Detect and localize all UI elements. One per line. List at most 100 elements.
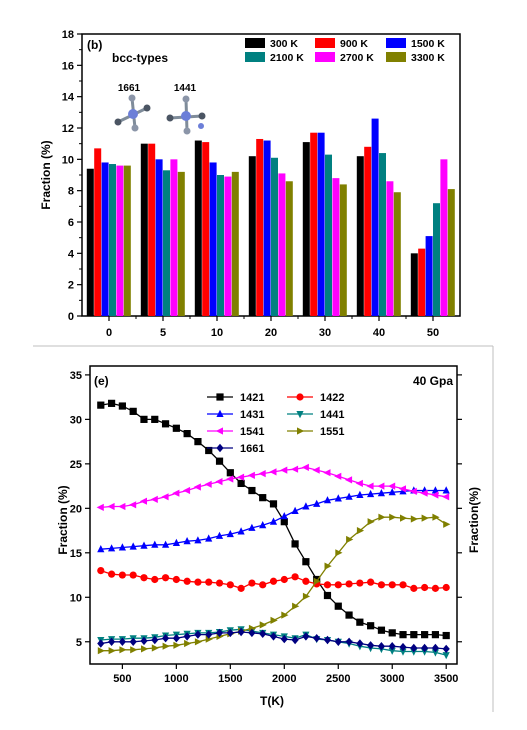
line-point-1551 xyxy=(119,646,127,654)
bar-30-2100K xyxy=(325,154,332,316)
bar-x-tick-label: 10 xyxy=(211,327,223,339)
line-legend-label: 1422 xyxy=(320,392,344,404)
line-point-1551 xyxy=(281,611,289,619)
line-point-1421 xyxy=(97,401,105,409)
bar-0-1500K xyxy=(101,162,109,316)
line-series-group xyxy=(96,399,451,660)
line-point-1541 xyxy=(280,466,288,474)
line-point-1541 xyxy=(366,482,374,490)
line-series-1441 xyxy=(97,626,450,660)
bar-40-3300K xyxy=(393,192,401,316)
line-point-1421 xyxy=(183,430,191,438)
line-point-1661 xyxy=(151,635,159,645)
line-point-1541 xyxy=(139,497,147,505)
line-point-1551 xyxy=(97,647,105,655)
line-y-axis: 5 10 15 20 25 30 35 xyxy=(70,370,462,649)
line-y-tick-label: 25 xyxy=(70,459,82,471)
line-point-1422 xyxy=(215,579,224,587)
line-point-1661 xyxy=(140,636,148,646)
line-point-1422 xyxy=(107,570,116,578)
bar-50-900K xyxy=(418,248,426,316)
line-point-1431 xyxy=(388,488,396,496)
line-point-1551 xyxy=(443,520,451,528)
line-point-1431 xyxy=(194,536,202,544)
bar-legend-label: 900 K xyxy=(340,38,368,50)
bar-30-1500K xyxy=(317,132,325,316)
line-point-1422 xyxy=(280,575,288,584)
line-point-1541 xyxy=(96,503,104,511)
line-point-1421 xyxy=(172,424,180,432)
line-point-1551 xyxy=(141,645,149,653)
bar-10-1500K xyxy=(209,162,217,316)
line-point-1421 xyxy=(151,415,159,423)
line-point-1421 xyxy=(118,402,126,410)
line-point-1541 xyxy=(258,470,266,478)
bar-x-tick-label: 50 xyxy=(427,327,439,339)
line-point-1431 xyxy=(226,529,234,538)
line-point-1422 xyxy=(248,579,256,587)
line-point-1661 xyxy=(129,637,137,646)
line-point-1431 xyxy=(162,540,170,548)
line-point-1421 xyxy=(161,420,170,428)
bar-40-2700K xyxy=(386,181,394,316)
line-point-1431 xyxy=(248,523,256,531)
bar-10-2700K xyxy=(224,176,232,316)
line-point-1551 xyxy=(162,642,170,650)
cluster-label-1661: 1661 xyxy=(118,83,141,94)
line-point-1422 xyxy=(356,579,364,587)
line-point-1431 xyxy=(334,494,342,502)
line-point-1551 xyxy=(292,602,300,610)
line-y-tick-label: 30 xyxy=(70,414,82,426)
line-point-1661 xyxy=(280,634,288,644)
bar-0-2700K xyxy=(116,165,124,316)
bar-10-3300K xyxy=(231,171,239,316)
line-point-1661 xyxy=(248,628,256,638)
line-legend-marker xyxy=(296,393,304,401)
line-point-1551 xyxy=(108,647,116,655)
line-point-1661 xyxy=(388,642,396,651)
line-point-1441 xyxy=(388,647,396,655)
bar-y-tick-label: 16 xyxy=(62,60,74,72)
line-point-1422 xyxy=(334,581,342,589)
bar-y-tick-label: 4 xyxy=(68,248,75,260)
line-point-1541 xyxy=(247,471,255,479)
line-point-1541 xyxy=(388,482,396,490)
line-point-1421 xyxy=(431,631,440,639)
line-point-1551 xyxy=(346,535,354,544)
line-point-1551 xyxy=(389,513,397,521)
line-point-1431 xyxy=(367,489,375,498)
line-x-tick-label: 500 xyxy=(113,673,131,685)
bar-20-2100K xyxy=(271,157,278,316)
line-legend-label: 1441 xyxy=(320,409,344,421)
line-x-axis-label: T(K) xyxy=(260,694,284,708)
line-point-1551 xyxy=(324,562,332,570)
line-point-1431 xyxy=(205,534,213,542)
line-point-1422 xyxy=(172,575,180,584)
bar-y-tick-label: 14 xyxy=(62,92,75,104)
line-point-1422 xyxy=(388,581,396,589)
line-point-1431 xyxy=(291,506,299,514)
line-series-1541 xyxy=(96,463,450,511)
line-point-1551 xyxy=(410,515,418,523)
line-point-1541 xyxy=(290,465,299,473)
line-point-1421 xyxy=(226,469,234,477)
line-point-1541 xyxy=(215,478,223,486)
line-y-tick-label: 35 xyxy=(70,370,82,382)
bar-5-900K xyxy=(148,143,156,316)
line-point-1431 xyxy=(323,496,332,504)
bar-panel-label: (b) xyxy=(87,38,102,52)
bar-10-2100K xyxy=(217,175,224,316)
bar-20-3300K xyxy=(285,181,293,316)
line-point-1661 xyxy=(291,635,299,645)
line-point-1551 xyxy=(151,644,159,652)
line-point-1661 xyxy=(237,627,245,637)
line-y-axis-label: Fraction (%) xyxy=(56,485,70,554)
line-chart-panel: 5 10 15 20 25 30 35 500 1000 1500 2000 2500 3000 350… xyxy=(56,365,481,708)
line-point-1541 xyxy=(377,482,385,490)
line-legend-marker xyxy=(296,411,304,419)
line-point-1422 xyxy=(97,566,105,575)
line-point-1441 xyxy=(442,652,450,660)
line-point-1541 xyxy=(172,489,180,497)
bar-legend-label: 2700 K xyxy=(340,52,374,64)
line-point-1661 xyxy=(194,630,202,639)
